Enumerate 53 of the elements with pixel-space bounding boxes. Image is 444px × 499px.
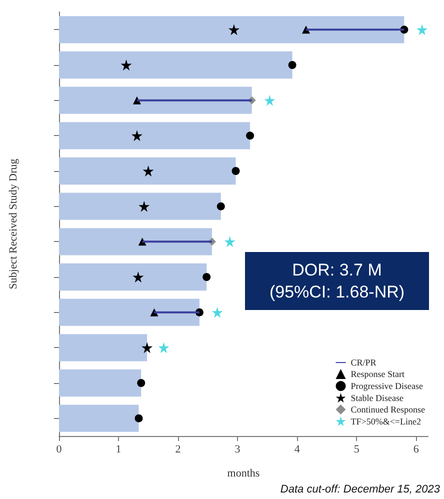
bar	[59, 192, 221, 220]
x-tick-label: 6	[413, 444, 420, 456]
x-tick-label: 0	[56, 444, 62, 456]
point	[246, 132, 254, 140]
bar	[59, 404, 139, 432]
point	[138, 200, 150, 212]
bar	[59, 369, 142, 397]
point	[228, 24, 240, 36]
legend-label: Progressive Disease	[350, 381, 423, 392]
bar	[136, 99, 252, 102]
legend-label: Stable Disease	[350, 392, 404, 403]
x-tick-label: 3	[234, 444, 241, 456]
bar	[59, 86, 252, 114]
x-tick-label: 4	[294, 444, 300, 456]
point	[132, 272, 144, 282]
bar	[59, 228, 212, 256]
legend-label: CR/PR	[350, 358, 376, 368]
annotation: (95%CI: 1.68-NR)	[269, 282, 405, 302]
point	[416, 24, 428, 36]
x-tick-label: 2	[175, 444, 181, 456]
point	[212, 306, 223, 318]
annotation: DOR: 3.7 M	[292, 260, 382, 280]
bar	[142, 240, 212, 243]
bar	[59, 122, 250, 150]
point	[142, 166, 154, 176]
bar	[59, 298, 200, 326]
point	[134, 414, 143, 422]
x-axis-title: months	[227, 468, 260, 480]
point	[158, 342, 170, 354]
bar	[59, 51, 292, 79]
legend-label: Response Start	[350, 369, 405, 380]
point	[131, 130, 142, 142]
point	[264, 94, 276, 106]
x-tick-label: 5	[354, 444, 360, 456]
point	[202, 273, 211, 281]
bar	[306, 28, 404, 31]
text: Data cut-off: December 15, 2023	[280, 484, 441, 496]
x-tick-label: 1	[116, 444, 122, 456]
bar	[59, 16, 404, 44]
bar	[59, 263, 207, 291]
legend-label: TF>50%&<=Line2	[350, 416, 421, 426]
point	[120, 60, 132, 70]
bar	[154, 311, 200, 314]
bar	[59, 157, 236, 185]
y-axis-title: Subject Received Study Drug	[8, 158, 20, 290]
point	[137, 379, 146, 387]
point	[288, 61, 296, 69]
point	[142, 342, 153, 354]
point	[216, 202, 225, 210]
bar	[59, 334, 148, 362]
point	[232, 167, 240, 175]
legend-label: Continued Response	[350, 404, 426, 415]
point	[224, 236, 236, 248]
